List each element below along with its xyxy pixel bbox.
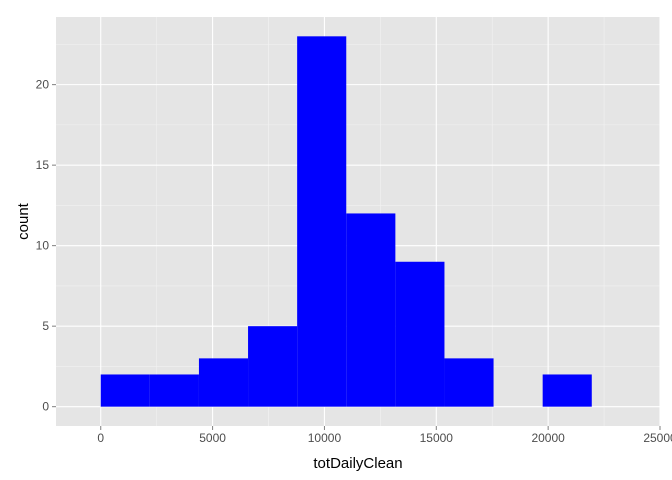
y-axis-ticks: 0 5 10 15 20 [36,78,56,414]
y-tick-label: 20 [36,78,50,92]
histogram-bar [346,213,396,407]
y-tick-label: 5 [42,319,49,333]
y-tick-label: 0 [42,400,49,414]
histogram-bars [100,36,592,407]
histogram-bar [100,374,150,407]
histogram-bar [198,358,249,407]
histogram-bar [542,374,592,407]
y-tick-label: 10 [36,239,50,253]
histogram-bar [395,261,445,407]
histogram-bar [297,36,347,407]
y-tick-label: 15 [36,158,50,172]
histogram-bar [149,374,199,407]
histogram-bar [248,326,298,407]
x-tick-label: 10000 [308,431,342,445]
x-tick-label: 5000 [199,431,226,445]
x-tick-label: 20000 [531,431,565,445]
y-axis-title: count [15,202,32,240]
x-tick-label: 15000 [420,431,454,445]
x-axis-title: totDailyClean [313,455,402,472]
x-tick-label: 0 [97,431,104,445]
histogram-bar [444,358,494,407]
